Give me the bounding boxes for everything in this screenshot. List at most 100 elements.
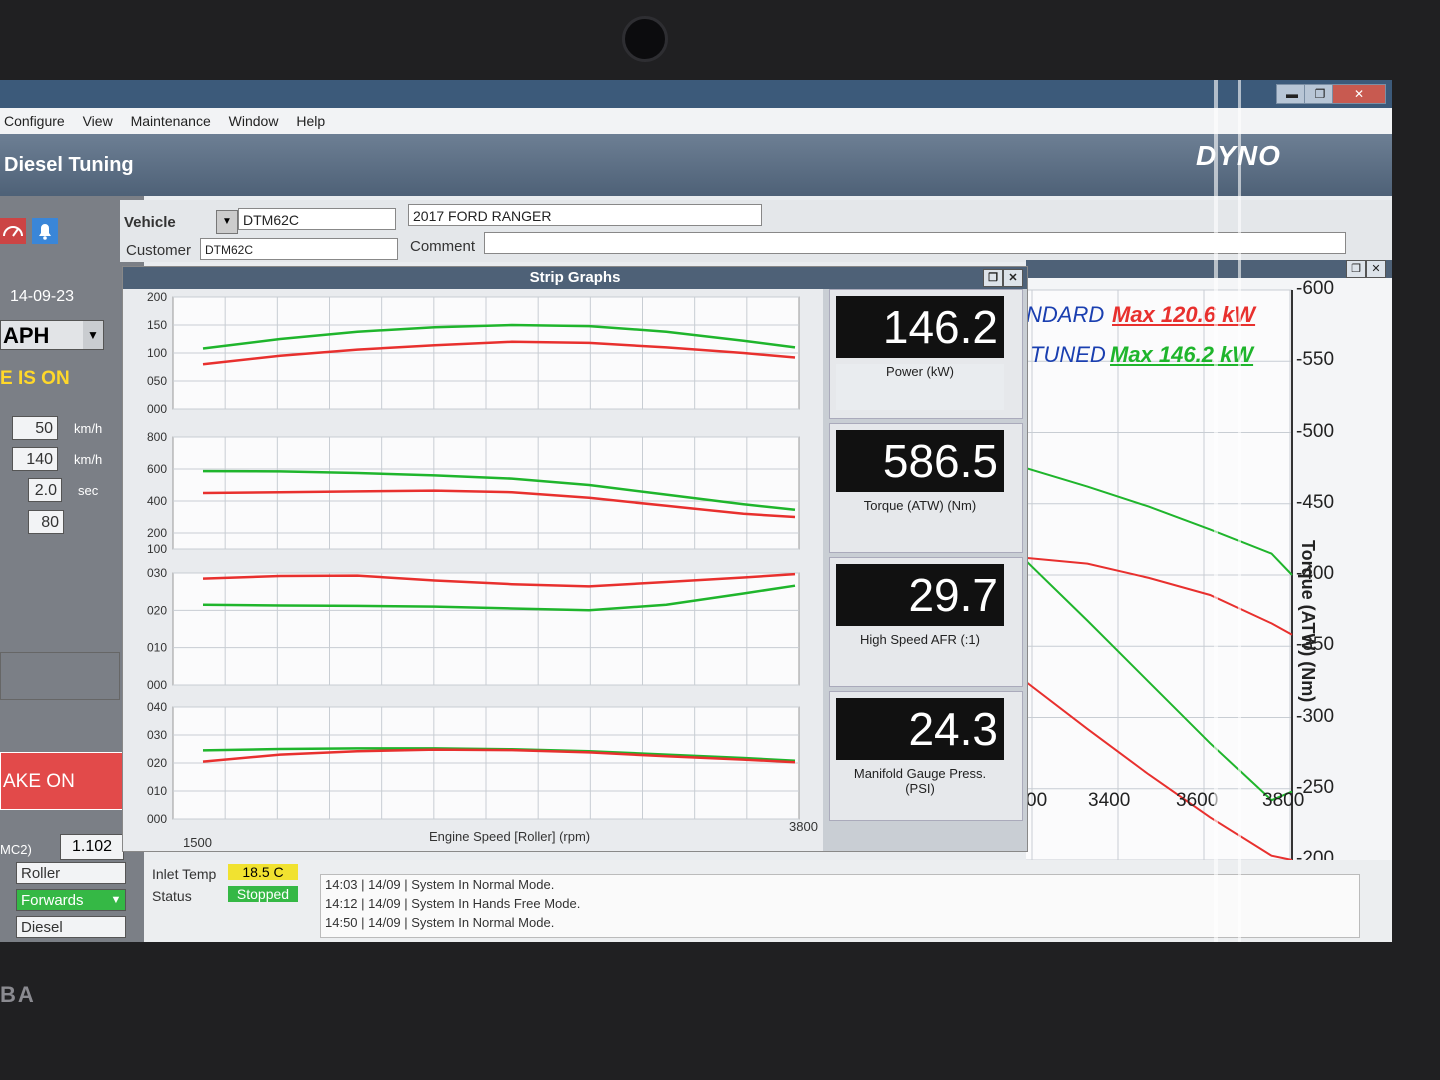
torque-tick-label: -300 (1296, 705, 1335, 727)
tuned-series-line (202, 469, 796, 512)
torque-tick-label: -350 (1296, 634, 1335, 656)
chevron-down-icon[interactable]: ▼ (83, 321, 103, 349)
menu-help[interactable]: Help (296, 113, 326, 129)
y-tick-label: 800 (147, 430, 167, 444)
torque-tick-label: -450 (1296, 491, 1335, 513)
dyno-logo: DYNO (1196, 140, 1281, 172)
log-line: 14:03 | 14/09 | System In Normal Mode. (325, 877, 555, 892)
y-tick-label: 010 (147, 641, 167, 655)
readout-label: Power (kW) (836, 364, 1004, 410)
tuned-curve (1026, 467, 1293, 576)
y-tick-label: 010 (147, 784, 167, 798)
laptop-brand: BA (0, 982, 36, 1007)
standard-series-line (202, 340, 796, 366)
status-label: Status (152, 888, 192, 904)
app-title: Diesel Tuning (4, 154, 134, 176)
param-row: 50 km/h (0, 416, 144, 442)
mc-value[interactable]: 1.102 (60, 834, 124, 860)
rpm-tick: 3600 (1176, 790, 1219, 811)
close-button[interactable]: ✕ (1332, 84, 1386, 104)
menu-window[interactable]: Window (228, 113, 279, 129)
legend-standard-label: NDARD (1026, 302, 1105, 327)
mc-label: MC2) (0, 842, 32, 857)
fuel-field[interactable]: Diesel (16, 916, 126, 938)
standard-curve (1026, 556, 1293, 636)
vehicle-label: Vehicle (124, 214, 176, 231)
vehicle-desc-field[interactable]: 2017 FORD RANGER (408, 204, 762, 226)
tuned-series-line (202, 584, 796, 612)
tuned-series-line (202, 323, 796, 350)
roller-field[interactable]: Roller (16, 862, 126, 884)
direction-select[interactable]: Forwards ▼ (16, 889, 126, 911)
readout-label: High Speed AFR (:1) (860, 632, 980, 647)
torque-chart (1026, 289, 1293, 861)
chevron-down-icon[interactable]: ▼ (110, 894, 122, 906)
y-tick-label: 600 (147, 462, 167, 476)
mode-select[interactable]: APH ▼ (0, 320, 104, 350)
gauge-icon[interactable] (0, 218, 26, 244)
y-tick-label: 050 (147, 374, 167, 388)
menu-view[interactable]: View (82, 113, 113, 129)
vehicle-dropdown[interactable]: ▼ (216, 210, 238, 234)
standard-curve (1026, 681, 1293, 861)
status-value: Stopped (228, 886, 298, 902)
strip-graphs-title-text: Strip Graphs (529, 269, 621, 286)
inlet-temp-value: 18.5 C (228, 864, 298, 880)
y-tick-label: 000 (147, 402, 167, 416)
torque-tick-label: -250 (1296, 776, 1335, 798)
menu-configure[interactable]: Configure (4, 113, 65, 129)
torque-axis-label: Torque (ATW) (Nm) (1298, 540, 1318, 703)
panel-header: ❐ ✕ (1026, 260, 1392, 278)
y-tick-label: 200 (147, 290, 167, 304)
legend-tuned-max: Max 146.2 kW (1110, 342, 1254, 367)
param-input[interactable]: 140 (12, 447, 58, 471)
webcam (622, 16, 668, 62)
x-axis-min: 1500 (183, 835, 212, 850)
standard-series-line (202, 748, 796, 764)
y-tick-label: 150 (147, 318, 167, 332)
event-log[interactable]: 14:03 | 14/09 | System In Normal Mode. 1… (320, 874, 1360, 938)
standard-series-line (202, 489, 796, 519)
screen-glare (1214, 80, 1218, 942)
y-tick-label: 100 (147, 542, 167, 556)
power-torque-panel: ❐ ✕ (1026, 260, 1392, 942)
y-tick-label: 020 (147, 603, 167, 617)
torque-tick-label: -600 (1296, 278, 1335, 299)
customer-field[interactable]: DTM62C (200, 238, 398, 260)
vehicle-id-field[interactable]: DTM62C (238, 208, 396, 230)
strip-close-button[interactable]: ✕ (1003, 269, 1023, 287)
torque-tick-label: -500 (1296, 420, 1335, 442)
brake-button[interactable]: AKE ON (0, 752, 130, 810)
date-label: 14-09-23 (10, 288, 75, 305)
y-tick-label: 030 (147, 566, 167, 580)
menu-maintenance[interactable]: Maintenance (130, 113, 211, 129)
param-input[interactable]: 2.0 (28, 478, 62, 502)
y-tick-label: 000 (147, 678, 167, 692)
screen: ▬ ❐ ✕ Configure View Maintenance Window … (0, 80, 1392, 942)
readout-label: Torque (ATW) (Nm) (863, 498, 977, 513)
strip-restore-button[interactable]: ❐ (983, 269, 1003, 287)
y-tick-label: 020 (147, 756, 167, 770)
comment-field[interactable] (484, 232, 1346, 254)
bell-icon[interactable] (32, 218, 58, 244)
menu-bar: Configure View Maintenance Window Help (0, 108, 1392, 134)
strip-graphs-title: Strip Graphs ❐ ✕ (123, 267, 1027, 289)
readout-value: 29.7 (836, 564, 1004, 626)
panel-close-button[interactable]: ✕ (1366, 260, 1386, 278)
readout-manifold: 24.3 Manifold Gauge Press. (PSI) (829, 691, 1023, 821)
param-row: 140 km/h (0, 447, 144, 473)
panel-restore-button[interactable]: ❐ (1346, 260, 1366, 278)
legend-tuned-label: TUNED (1030, 342, 1106, 367)
param-input[interactable]: 50 (12, 416, 58, 440)
readout-torque: 586.5 Torque (ATW) (Nm) (829, 423, 1023, 553)
strip-graphs-area: 000 050 100 150 200 100 200 400 600 800 000 010 020 0… (123, 289, 823, 851)
legend-standard-max: Max 120.6 kW (1112, 302, 1256, 327)
param-input[interactable]: 80 (28, 510, 64, 534)
readout-value: 586.5 (836, 430, 1004, 492)
y-tick-label: 040 (147, 700, 167, 714)
torque-tick-label: -550 (1296, 349, 1335, 371)
left-panel: 14-09-23 APH ▼ E IS ON 50 km/h 140 km/h … (0, 196, 144, 942)
torque-tick-label: -400 (1296, 563, 1335, 584)
param-unit: km/h (74, 421, 103, 436)
